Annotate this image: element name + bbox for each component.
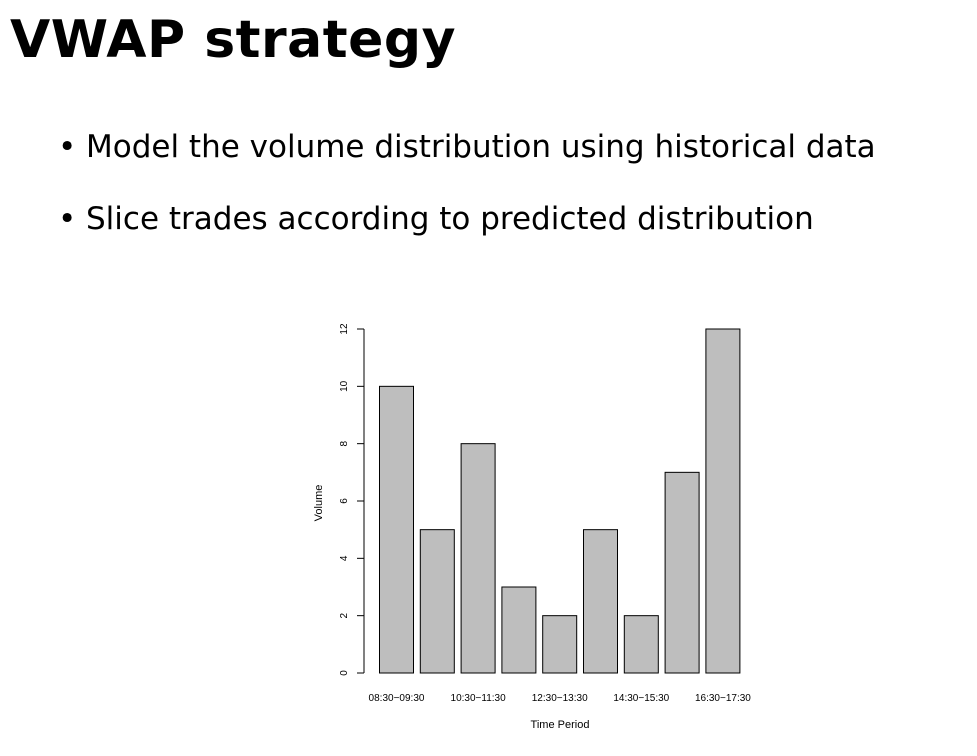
bar	[705, 328, 741, 674]
y-tick-label: 0	[339, 670, 350, 676]
x-tick-label: 10:30−11:30	[451, 693, 507, 704]
x-tick-label: 14:30−15:30	[613, 693, 669, 704]
x-tick-label: 12:30−13:30	[532, 693, 588, 704]
bar	[460, 443, 496, 674]
y-tick-label: 8	[339, 440, 350, 446]
bullet-item: • Model the volume distribution using his…	[58, 128, 876, 166]
y-axis: 0 2 4 6 8 10 12	[339, 323, 364, 676]
x-axis-labels: 08:30−09:30 10:30−11:30 12:30−13:30 14:30−1…	[369, 693, 752, 704]
x-tick-label: 08:30−09:30	[369, 693, 425, 704]
x-axis-label: Time Period	[531, 719, 590, 731]
slide-title: VWAP strategy	[10, 10, 457, 70]
bars	[379, 328, 741, 674]
y-axis-label: Volume	[313, 485, 325, 522]
bullet-item: • Slice trades according to predicted dis…	[58, 200, 876, 238]
bar	[379, 385, 414, 674]
bullet-dot-icon: •	[58, 201, 77, 237]
bullet-list: • Model the volume distribution using his…	[58, 128, 876, 272]
bar	[542, 615, 578, 674]
y-tick-label: 2	[339, 612, 350, 618]
bullet-text: Model the volume distribution using hist…	[86, 129, 876, 165]
bullet-dot-icon: •	[58, 129, 77, 165]
bar	[583, 529, 618, 674]
y-tick-label: 4	[339, 555, 350, 561]
bar	[664, 471, 700, 674]
bar	[419, 529, 455, 674]
y-tick-label: 6	[339, 498, 350, 504]
x-tick-label: 16:30−17:30	[695, 693, 751, 704]
bar	[501, 586, 537, 674]
y-tick-label: 12	[339, 323, 350, 335]
y-tick-label: 10	[339, 380, 350, 392]
bullet-text: Slice trades according to predicted dist…	[86, 201, 814, 237]
bar	[623, 615, 659, 674]
